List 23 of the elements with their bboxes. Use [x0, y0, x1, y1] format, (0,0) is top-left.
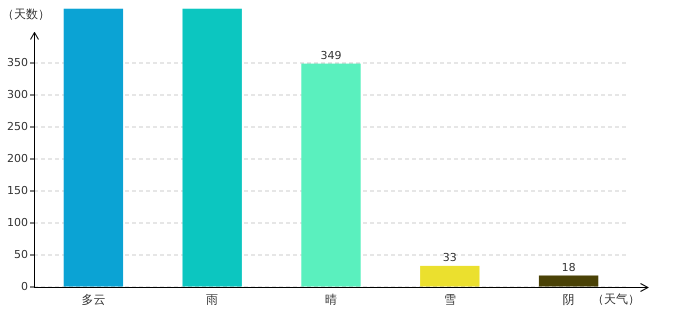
y-tick-label: 150	[7, 184, 28, 197]
bar	[538, 275, 598, 286]
y-tick-label: 250	[7, 120, 28, 133]
y-tick-label: 200	[7, 152, 28, 165]
bar	[64, 8, 124, 286]
x-tick-label: 多云	[81, 292, 106, 306]
y-tick-label: 0	[21, 280, 28, 293]
y-axis-title: （天数）	[2, 7, 50, 22]
x-tick-label: 雨	[206, 292, 218, 306]
x-tick-label: 晴	[325, 292, 337, 306]
x-axis-title: （天气）	[592, 292, 640, 306]
x-tick-label: 阴	[562, 292, 575, 306]
bar	[301, 64, 361, 286]
bar	[182, 8, 242, 286]
y-tick-label: 300	[7, 88, 28, 101]
data-label: 349	[320, 49, 342, 62]
data-label: 33	[442, 251, 457, 264]
y-tick-label: 350	[7, 56, 28, 69]
x-tick-label: 雪	[444, 292, 456, 306]
data-label: 18	[562, 260, 576, 274]
y-tick-label: 100	[7, 216, 28, 229]
y-tick-label: 50	[14, 248, 28, 261]
bar	[420, 266, 480, 286]
